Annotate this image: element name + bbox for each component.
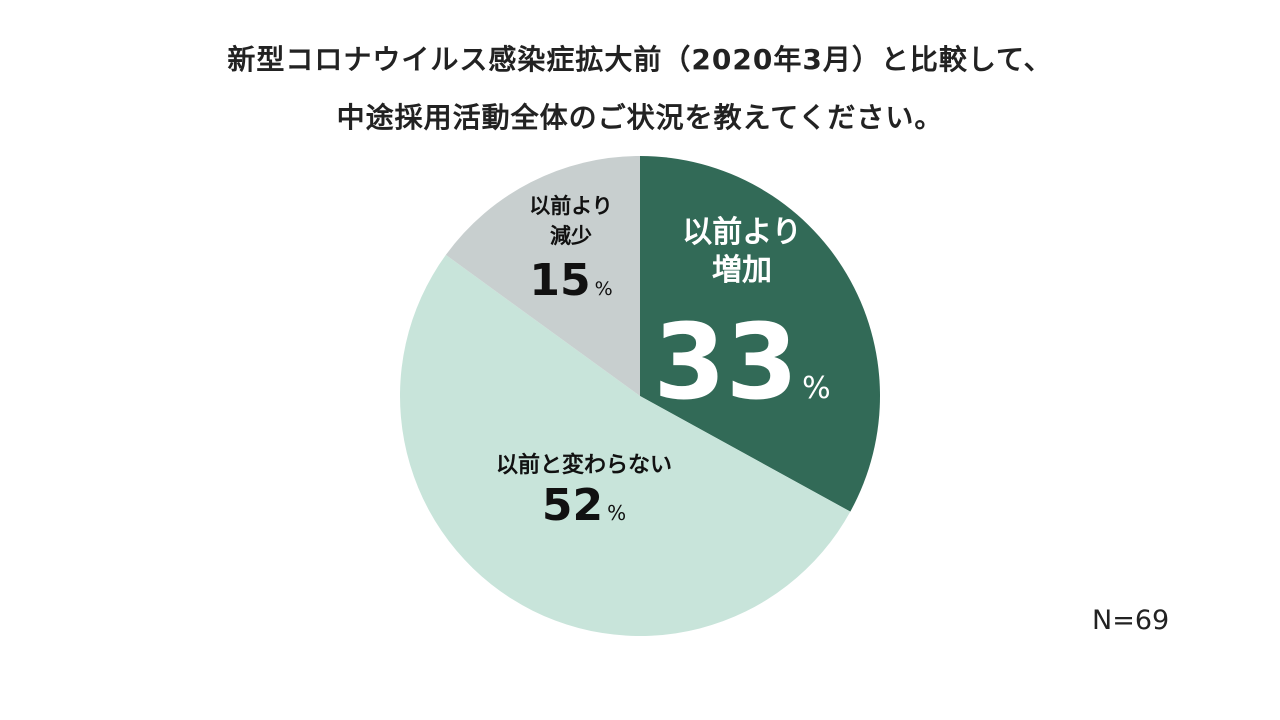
slice-value-2: 15% [529, 255, 612, 306]
slice-value-1: 52% [542, 480, 626, 531]
slice-value-0: 33% [653, 301, 830, 423]
slice-label-0-line-1: 増加 [712, 253, 772, 288]
sample-size-note: N=69 [1092, 605, 1170, 636]
slice-label-2-line-1: 減少 [550, 224, 592, 248]
pie-slices [400, 156, 880, 636]
slice-label-0-line-0: 以前より [682, 215, 801, 250]
pie-slice-1 [400, 254, 851, 636]
chart-title-line-2: 中途採用活動全体のご状況を教えてください。 [336, 101, 944, 134]
pie-slice-2 [445, 156, 640, 396]
pie-slice-0 [640, 156, 880, 512]
slice-label-2-line-0: 以前より [529, 194, 613, 218]
chart-title-line-1: 新型コロナウイルス感染症拡大前（2020年3月）と比較して、 [227, 43, 1053, 76]
slice-label-1-line-0: 以前と変わらない [496, 452, 672, 478]
